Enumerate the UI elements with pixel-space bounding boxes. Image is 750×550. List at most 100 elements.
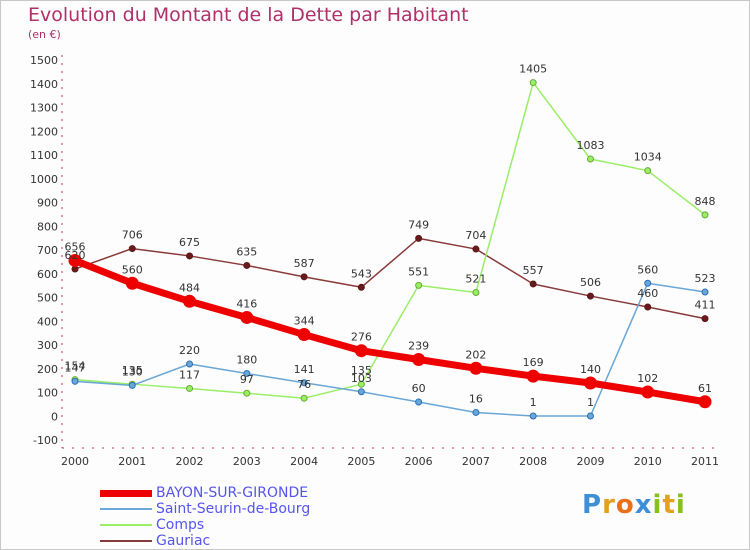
data-label: 1034: [634, 151, 662, 164]
data-label: 103: [351, 372, 372, 385]
data-label: 749: [408, 218, 429, 231]
series-point-1: [701, 288, 709, 296]
data-label: 220: [179, 344, 200, 357]
data-label: 97: [240, 373, 254, 386]
data-label: 1083: [576, 139, 604, 152]
y-tick-label: 1200: [30, 125, 58, 138]
data-label: 416: [236, 297, 257, 310]
data-label: 560: [637, 263, 658, 276]
data-label: 411: [695, 299, 716, 312]
series-point-1: [357, 388, 365, 396]
legend-swatch: [100, 489, 152, 497]
series-line-1: [74, 282, 706, 417]
data-label: 620: [65, 249, 86, 262]
series-point-1: [186, 360, 194, 368]
data-label: 635: [236, 245, 257, 258]
data-label: 130: [122, 365, 143, 378]
x-tick-label: 2001: [118, 455, 146, 468]
data-label: 551: [408, 265, 429, 278]
series-point-1: [529, 412, 537, 420]
series-point-0: [297, 328, 311, 342]
legend-swatch: [100, 540, 152, 542]
series-point-3: [701, 315, 709, 323]
y-tick-label: 600: [37, 268, 58, 281]
data-label: 60: [412, 382, 426, 395]
y-tick-label: 100: [37, 387, 58, 400]
data-label: 61: [698, 382, 712, 395]
legend-item: Comps: [100, 517, 310, 533]
y-tick-label: 800: [37, 220, 58, 233]
x-tick-label: 2004: [290, 455, 318, 468]
series-point-2: [472, 289, 480, 297]
legend-item: Gauriac: [100, 533, 310, 549]
data-label: 140: [580, 363, 601, 376]
series-point-1: [300, 379, 308, 387]
series-point-2: [300, 394, 308, 402]
y-tick-label: 1400: [30, 78, 58, 91]
series-line-0: [71, 256, 709, 406]
series-point-2: [644, 167, 652, 175]
y-tick-label: 1300: [30, 102, 58, 115]
data-label: 587: [294, 257, 315, 270]
series-point-0: [354, 344, 368, 358]
series-point-1: [243, 370, 251, 377]
series-point-3: [586, 292, 594, 300]
legend-item: Saint-Seurin-de-Bourg: [100, 501, 310, 517]
series-point-0: [526, 369, 540, 383]
data-label: 704: [465, 229, 486, 242]
x-tick-label: 2000: [61, 455, 89, 468]
y-tick-label: 0: [51, 410, 58, 423]
series-point-0: [641, 385, 655, 399]
series-point-0: [583, 376, 597, 390]
legend-label: Saint-Seurin-de-Bourg: [156, 501, 311, 517]
data-label: 557: [523, 264, 544, 277]
legend-label: Comps: [156, 517, 205, 533]
legend-label: BAYON-SUR-GIRONDE: [156, 485, 309, 501]
series-point-2: [415, 281, 423, 289]
series-point-0: [125, 276, 139, 290]
data-label: 154: [65, 360, 86, 373]
data-label: 180: [236, 354, 257, 367]
series-point-0: [412, 352, 426, 366]
series-point-2: [701, 211, 709, 219]
data-label: 16: [469, 392, 483, 405]
data-label: 1405: [519, 63, 547, 76]
series-line-2: [74, 81, 706, 399]
data-label: 706: [122, 229, 143, 242]
series-point-2: [357, 380, 365, 388]
data-label: 117: [179, 368, 200, 381]
legend-swatch: [100, 524, 152, 526]
x-tick-label: 2008: [519, 455, 547, 468]
x-tick-label: 2006: [405, 455, 433, 468]
y-tick-label: 200: [37, 363, 58, 376]
data-label: 76: [297, 378, 311, 391]
data-label: 141: [294, 363, 315, 376]
y-tick-label: 900: [37, 197, 58, 210]
data-label: 202: [465, 348, 486, 361]
chart-unit: (en €): [28, 28, 61, 41]
data-label: 506: [580, 276, 601, 289]
data-label: 543: [351, 267, 372, 280]
y-tick-label: 1500: [30, 54, 58, 67]
data-label: 169: [523, 356, 544, 369]
x-tick-label: 2005: [347, 455, 375, 468]
y-tick-label: -100: [33, 434, 58, 447]
legend-swatch: [100, 508, 152, 510]
data-label: 675: [179, 236, 200, 249]
x-tick-label: 2010: [634, 455, 662, 468]
y-tick-label: 500: [37, 292, 58, 305]
series-point-2: [243, 389, 251, 397]
data-label: 1: [530, 396, 537, 409]
x-tick-label: 2002: [176, 455, 204, 468]
data-label: 239: [408, 339, 429, 352]
series-point-1: [128, 381, 136, 389]
series-point-1: [586, 412, 594, 420]
data-label: 276: [351, 331, 372, 344]
series-point-0: [469, 361, 483, 375]
series-point-2: [529, 79, 537, 87]
data-label: 135: [122, 364, 143, 377]
data-label: 147: [65, 361, 86, 374]
series-point-2: [586, 155, 594, 163]
proxiti-logo: Proxiti: [582, 490, 686, 520]
y-tick-label: 1000: [30, 173, 58, 186]
